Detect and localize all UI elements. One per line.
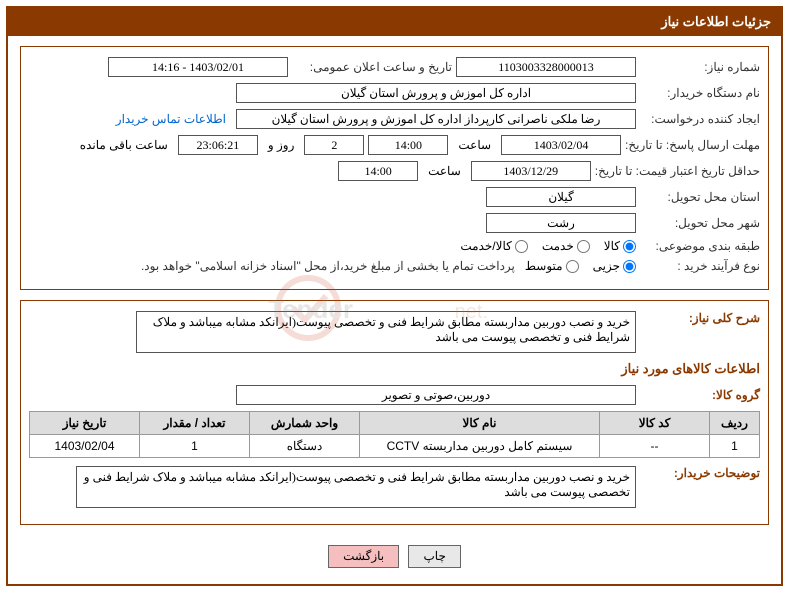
process-radio-partial[interactable]: جزیی <box>593 259 636 273</box>
table-row: 1 -- سیستم کامل دوربین مداربسته CCTV دست… <box>30 435 760 458</box>
time-label-2: ساعت <box>422 164 467 178</box>
hms-remaining-field[interactable] <box>178 135 258 155</box>
deadline-date-field[interactable] <box>501 135 621 155</box>
buyer-org-label: نام دستگاه خریدار: <box>640 86 760 100</box>
group-field[interactable] <box>236 385 636 405</box>
days-remaining-field[interactable] <box>304 135 364 155</box>
province-field[interactable] <box>486 187 636 207</box>
desc-label: شرح کلی نیاز: <box>640 311 760 325</box>
buyer-contact-link[interactable]: اطلاعات تماس خریدار <box>116 112 226 126</box>
province-label: استان محل تحویل: <box>640 190 760 204</box>
validity-label: حداقل تاریخ اعتبار قیمت: تا تاریخ: <box>595 164 760 178</box>
content-area: ProTender .net شماره نیاز: تاریخ و ساعت … <box>8 36 781 584</box>
td-unit: دستگاه <box>250 435 360 458</box>
deadline-time-field[interactable] <box>368 135 448 155</box>
remaining-suffix: ساعت باقی مانده <box>74 138 174 152</box>
th-qty: تعداد / مقدار <box>140 412 250 435</box>
td-name: سیستم کامل دوربین مداربسته CCTV <box>360 435 600 458</box>
class-radio-service-label: خدمت <box>542 239 574 253</box>
process-radio-group: جزیی متوسط <box>525 259 636 273</box>
city-field[interactable] <box>486 213 636 233</box>
process-label: نوع فرآیند خرید : <box>640 259 760 273</box>
class-radio-goods-input[interactable] <box>623 240 636 253</box>
class-radio-goods[interactable]: کالا <box>604 239 636 253</box>
panel-title: جزئیات اطلاعات نیاز <box>8 8 781 36</box>
main-panel: جزئیات اطلاعات نیاز ProTender .net شماره… <box>6 6 783 586</box>
goods-table: ردیف کد کالا نام کالا واحد شمارش تعداد /… <box>29 411 760 458</box>
button-bar: چاپ بازگشت <box>20 535 769 574</box>
goods-section-title: اطلاعات کالاهای مورد نیاز <box>29 361 760 377</box>
process-radio-medium-label: متوسط <box>525 259 563 273</box>
table-header-row: ردیف کد کالا نام کالا واحد شمارش تعداد /… <box>30 412 760 435</box>
td-code: -- <box>600 435 710 458</box>
class-radio-both[interactable]: کالا/خدمت <box>460 239 527 253</box>
td-row: 1 <box>710 435 760 458</box>
class-radio-service-input[interactable] <box>577 240 590 253</box>
class-radio-both-input[interactable] <box>515 240 528 253</box>
announce-dt-field[interactable] <box>108 57 288 77</box>
form-section-main: شماره نیاز: تاریخ و ساعت اعلان عمومی: نا… <box>20 46 769 290</box>
back-button[interactable]: بازگشت <box>328 545 399 568</box>
class-radio-goods-label: کالا <box>604 239 620 253</box>
need-no-field[interactable] <box>456 57 636 77</box>
group-label: گروه کالا: <box>640 388 760 402</box>
class-radio-group: کالا خدمت کالا/خدمت <box>460 239 636 253</box>
requester-field[interactable] <box>236 109 636 129</box>
validity-date-field[interactable] <box>471 161 591 181</box>
th-unit: واحد شمارش <box>250 412 360 435</box>
process-radio-medium-input[interactable] <box>566 260 579 273</box>
class-radio-service[interactable]: خدمت <box>542 239 590 253</box>
td-qty: 1 <box>140 435 250 458</box>
process-radio-medium[interactable]: متوسط <box>525 259 579 273</box>
days-word: روز و <box>262 138 301 152</box>
process-radio-partial-input[interactable] <box>623 260 636 273</box>
deadline-label: مهلت ارسال پاسخ: تا تاریخ: <box>625 138 760 152</box>
buyer-org-field[interactable] <box>236 83 636 103</box>
print-button[interactable]: چاپ <box>408 545 460 568</box>
process-radio-partial-label: جزیی <box>593 259 620 273</box>
class-label: طبقه بندی موضوعی: <box>640 239 760 253</box>
desc-textarea[interactable] <box>136 311 636 353</box>
buyer-notes-label: توضیحات خریدار: <box>640 466 760 480</box>
validity-time-field[interactable] <box>338 161 418 181</box>
class-radio-both-label: کالا/خدمت <box>460 239 511 253</box>
th-row: ردیف <box>710 412 760 435</box>
payment-note: پرداخت تمام یا بخشی از مبلغ خرید،از محل … <box>141 259 515 273</box>
city-label: شهر محل تحویل: <box>640 216 760 230</box>
form-section-goods: شرح کلی نیاز: اطلاعات کالاهای مورد نیاز … <box>20 300 769 525</box>
need-no-label: شماره نیاز: <box>640 60 760 74</box>
announce-dt-label: تاریخ و ساعت اعلان عمومی: <box>292 60 452 74</box>
buyer-notes-textarea[interactable] <box>76 466 636 508</box>
th-date: تاریخ نیاز <box>30 412 140 435</box>
time-label-1: ساعت <box>452 138 497 152</box>
td-date: 1403/02/04 <box>30 435 140 458</box>
th-name: نام کالا <box>360 412 600 435</box>
requester-label: ایجاد کننده درخواست: <box>640 112 760 126</box>
th-code: کد کالا <box>600 412 710 435</box>
